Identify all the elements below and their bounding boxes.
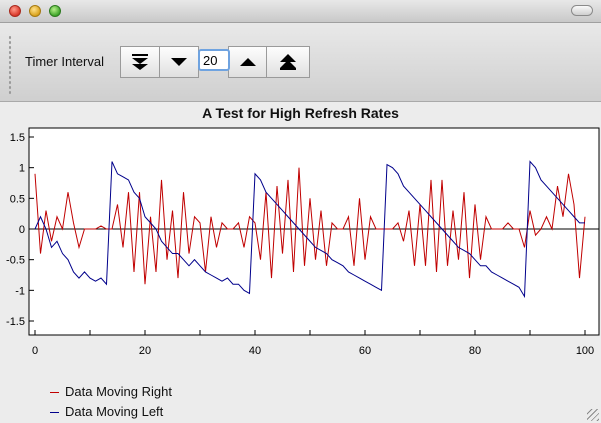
- series-line-moving-right: [34, 167, 586, 285]
- y-tick-label: 1: [19, 163, 25, 175]
- x-tick-label: 60: [359, 345, 371, 357]
- zoom-window-button[interactable]: [49, 5, 61, 17]
- timer-interval-label: Timer Interval: [25, 54, 104, 69]
- decrease-button[interactable]: [159, 46, 199, 78]
- y-tick-label: 0: [19, 224, 25, 236]
- title-bar: [0, 0, 601, 23]
- legend-swatch-right: [50, 392, 59, 394]
- x-tick-label: 0: [32, 345, 38, 357]
- series-group: [34, 160, 586, 299]
- plot-frame: [28, 127, 600, 336]
- y-tick-label: -0.5: [6, 255, 25, 267]
- toolbar-grip[interactable]: [8, 35, 12, 95]
- chevron-up-icon: [240, 58, 256, 66]
- legend-label-left: Data Moving Left: [65, 404, 164, 419]
- series-line-moving-left: [34, 160, 585, 299]
- x-tick-label: 20: [139, 345, 151, 357]
- x-tick-label: 40: [249, 345, 261, 357]
- y-tick-label: 1.5: [10, 132, 25, 144]
- legend-swatch-left: [50, 412, 59, 414]
- legend-label-right: Data Moving Right: [65, 384, 172, 399]
- x-axis: 0 20 40 60 80 100: [32, 330, 594, 357]
- chart-area: 1.5 1 0.5 0 -0.5 -1 -1.5 0 20 40 60 80 100: [6, 127, 600, 357]
- x-tick-label: 100: [576, 345, 594, 357]
- decrease-fast-button[interactable]: [120, 46, 160, 78]
- double-chevron-down-icon: [132, 54, 148, 70]
- timer-interval-field[interactable]: [198, 49, 230, 71]
- minimize-window-button[interactable]: [29, 5, 41, 17]
- increase-button[interactable]: [228, 46, 268, 78]
- toolbar-toggle-button[interactable]: [571, 5, 593, 16]
- y-axis: 1.5 1 0.5 0 -0.5 -1 -1.5: [6, 132, 34, 328]
- legend: Data Moving Right Data Moving Left: [0, 380, 601, 423]
- increase-fast-button[interactable]: [266, 46, 310, 78]
- resize-grip[interactable]: [587, 409, 599, 421]
- legend-item-left: Data Moving Left: [50, 404, 163, 419]
- legend-item-right: Data Moving Right: [50, 384, 172, 399]
- chevron-down-icon: [171, 58, 187, 66]
- y-tick-label: -1.5: [6, 316, 25, 328]
- y-tick-label: 0.5: [10, 193, 25, 205]
- x-tick-label: 80: [469, 345, 481, 357]
- y-tick-label: -1: [15, 285, 25, 297]
- double-chevron-up-icon: [280, 54, 296, 70]
- toolbar: Timer Interval: [0, 23, 601, 102]
- chart-title: A Test for High Refresh Rates: [202, 105, 399, 121]
- close-window-button[interactable]: [9, 5, 21, 17]
